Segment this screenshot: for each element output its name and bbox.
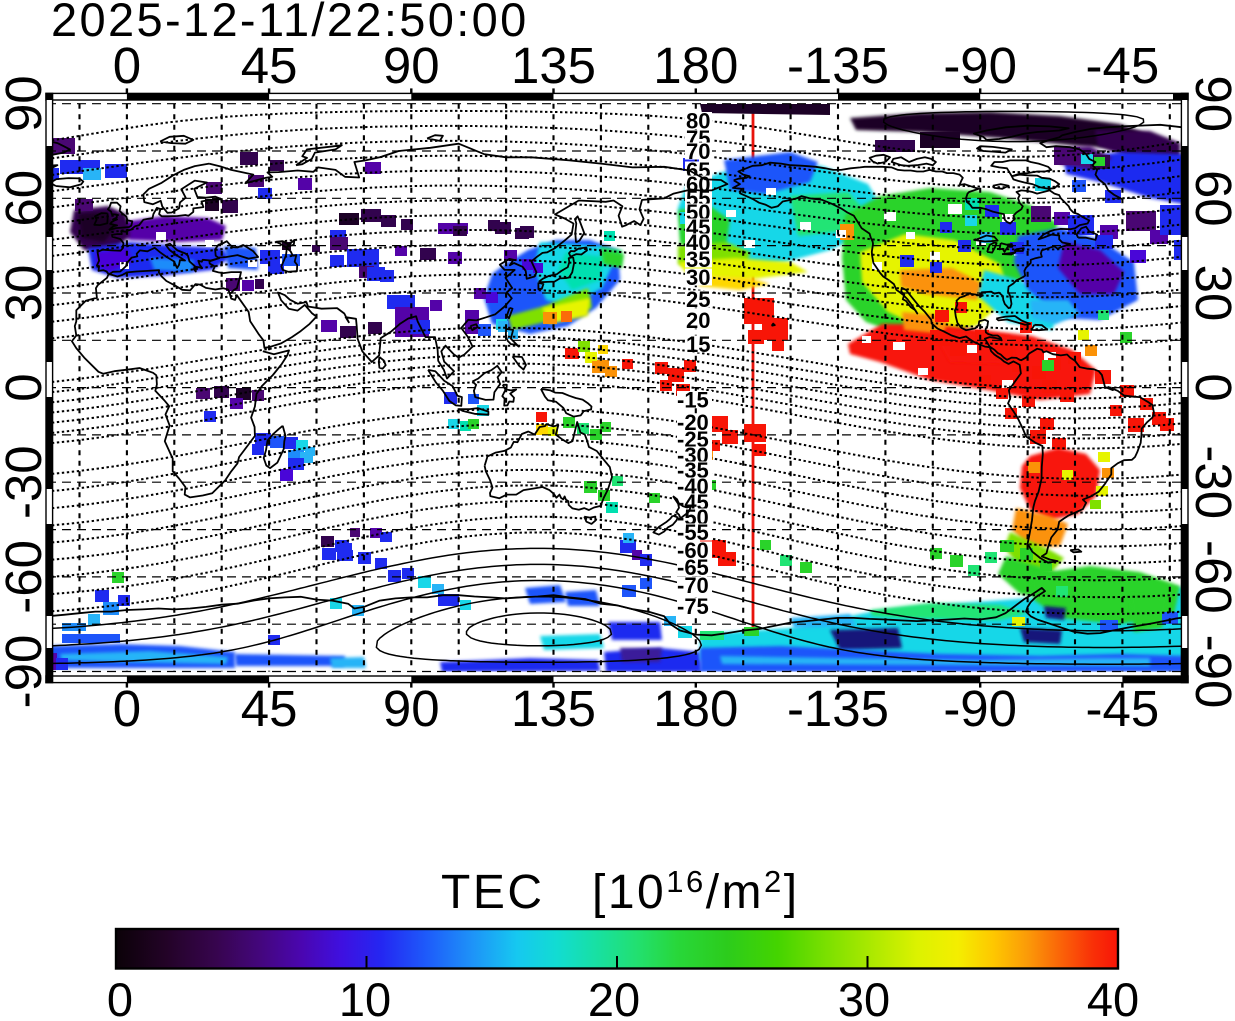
svg-text:0: 0	[113, 680, 141, 737]
svg-text:-60: -60	[0, 540, 52, 614]
svg-text:90: 90	[0, 75, 52, 132]
svg-text:60: 60	[0, 170, 52, 227]
svg-text:45: 45	[241, 37, 298, 94]
svg-text:-90: -90	[0, 635, 52, 709]
svg-text:180: 180	[653, 37, 738, 94]
svg-text:40: 40	[1087, 973, 1139, 1021]
svg-text:-65: -65	[677, 555, 709, 580]
svg-text:-30: -30	[1185, 445, 1235, 519]
svg-text:30: 30	[0, 265, 52, 322]
svg-text:-30: -30	[0, 445, 52, 519]
svg-text:-75: -75	[677, 594, 709, 619]
svg-text:90: 90	[383, 680, 440, 737]
svg-text:0: 0	[1185, 373, 1235, 401]
svg-text:0: 0	[107, 973, 133, 1021]
svg-text:70: 70	[686, 139, 710, 164]
svg-text:10: 10	[339, 973, 391, 1021]
svg-text:-15: -15	[677, 388, 709, 413]
svg-text:135: 135	[511, 680, 596, 737]
svg-text:30: 30	[1185, 265, 1235, 322]
svg-text:15: 15	[686, 332, 710, 357]
svg-text:135: 135	[511, 37, 596, 94]
svg-text:0: 0	[113, 37, 141, 94]
svg-text:90: 90	[1185, 75, 1235, 132]
svg-text:-90: -90	[943, 37, 1017, 94]
svg-text:30: 30	[838, 973, 890, 1021]
svg-text:0: 0	[0, 373, 52, 401]
svg-text:20: 20	[588, 973, 640, 1021]
svg-text:-90: -90	[943, 680, 1017, 737]
svg-text:45: 45	[241, 680, 298, 737]
svg-text:-90: -90	[1185, 635, 1235, 709]
svg-text:TEC [1016/m2]: TEC [1016/m2]	[441, 864, 800, 919]
svg-text:-70: -70	[677, 573, 709, 598]
svg-text:-45: -45	[1086, 680, 1160, 737]
svg-text:-55: -55	[677, 520, 709, 545]
svg-text:2025-12-11/22:50:00: 2025-12-11/22:50:00	[51, 0, 529, 46]
svg-text:30: 30	[686, 265, 710, 290]
svg-text:180: 180	[653, 680, 738, 737]
svg-text:60: 60	[1185, 170, 1235, 227]
svg-text:80: 80	[686, 109, 710, 134]
svg-text:90: 90	[383, 37, 440, 94]
svg-text:-135: -135	[787, 680, 889, 737]
svg-text:-135: -135	[787, 37, 889, 94]
svg-text:-60: -60	[1185, 540, 1235, 614]
svg-text:20: 20	[686, 308, 710, 333]
svg-text:25: 25	[686, 287, 710, 312]
svg-text:35: 35	[686, 247, 710, 272]
svg-text:-45: -45	[1086, 37, 1160, 94]
